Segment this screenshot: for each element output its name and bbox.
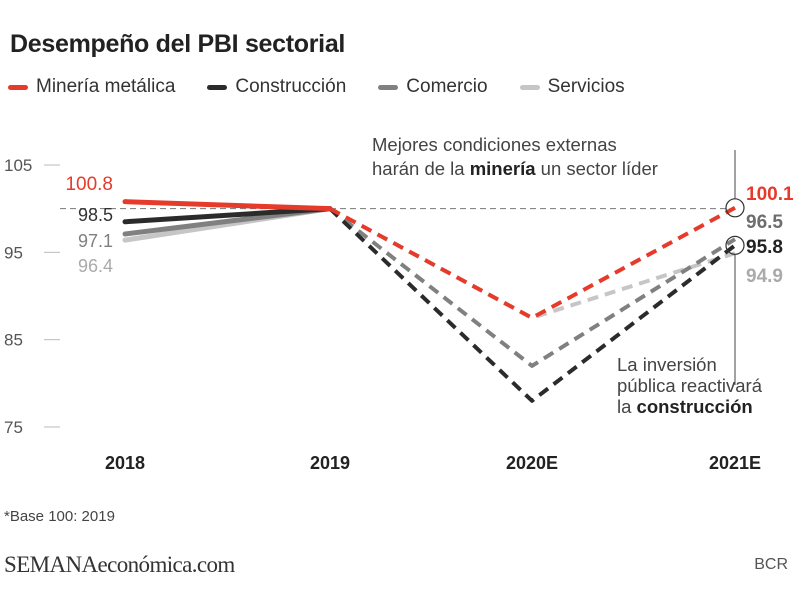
legend-item-comercio: Comercio bbox=[378, 76, 488, 98]
series-line-dashed-comercio bbox=[328, 207, 737, 368]
data-label-2021E: 95.8 bbox=[746, 237, 783, 258]
brand-rest: económica.com bbox=[97, 552, 236, 577]
legend-label-mineria: Minería metálica bbox=[36, 76, 176, 97]
series-line-solid-mineria-metalica bbox=[122, 199, 333, 212]
brand-bold: SEMANA bbox=[4, 552, 98, 577]
annotation-mineria-text: minería bbox=[470, 158, 537, 179]
data-label-2018: 97.1 bbox=[78, 231, 113, 251]
data-label-2021E: 96.5 bbox=[746, 212, 783, 233]
annotation-construccion-line: la construcción bbox=[617, 396, 753, 417]
data-label-2018: 100.8 bbox=[65, 174, 113, 195]
annotation-construccion-text: pública reactivará bbox=[617, 375, 763, 396]
series-line-dashed-construccion bbox=[328, 207, 737, 403]
legend-label-comercio: Comercio bbox=[406, 76, 488, 97]
annotation-construccion-text: La inversión bbox=[617, 354, 717, 375]
footnote: *Base 100: 2019 bbox=[4, 508, 115, 525]
legend-swatch-mineria bbox=[8, 84, 28, 90]
data-label-2018: 96.4 bbox=[78, 256, 113, 276]
data-label-2021E: 94.9 bbox=[746, 266, 783, 287]
legend: Minería metálica Construcción Comercio S… bbox=[8, 74, 657, 100]
legend-swatch-comercio bbox=[378, 84, 399, 90]
x-tick-label: 2018 bbox=[105, 453, 145, 473]
series-line-dashed-mineria-metalica bbox=[329, 206, 736, 320]
legend-item-mineria: Minería metálica bbox=[8, 76, 175, 98]
y-tick-label: 95 bbox=[4, 243, 23, 262]
y-tick-label: 105 bbox=[4, 156, 32, 175]
source-label: BCR bbox=[754, 556, 788, 573]
annotation-construccion-text: la bbox=[617, 396, 637, 417]
series-line-dashed-servicios bbox=[329, 206, 736, 320]
series-line-solid-construccion bbox=[122, 206, 333, 225]
x-tick-label: 2020E bbox=[506, 453, 558, 473]
annotation-construccion-text: construcción bbox=[637, 396, 753, 417]
legend-item-construccion: Construcción bbox=[207, 76, 346, 98]
annotation-construccion-line: pública reactivará bbox=[617, 375, 763, 396]
data-label-2021E: 100.1 bbox=[746, 184, 794, 205]
brand-logo: SEMANAeconómica.com bbox=[4, 552, 235, 578]
annotation-mineria-text: harán de la bbox=[372, 158, 470, 179]
annotation-mineria-line: Mejores condiciones externas bbox=[372, 134, 617, 155]
chart-title: Desempeño del PBI sectorial bbox=[10, 30, 346, 58]
x-tick-label: 2019 bbox=[310, 453, 350, 473]
y-tick-label: 85 bbox=[4, 331, 23, 350]
legend-label-construccion: Construcción bbox=[235, 76, 347, 97]
legend-label-servicios: Servicios bbox=[547, 76, 625, 97]
y-tick-label: 75 bbox=[4, 418, 23, 437]
legend-swatch-construccion bbox=[207, 84, 228, 90]
annotation-mineria-line: harán de la minería un sector líder bbox=[372, 158, 658, 179]
legend-item-servicios: Servicios bbox=[519, 76, 625, 98]
annotation-mineria-text: Mejores condiciones externas bbox=[372, 134, 617, 155]
data-label-2018: 98.5 bbox=[78, 205, 113, 225]
annotation-mineria-text: un sector líder bbox=[536, 158, 658, 179]
annotation-construccion-line: La inversión bbox=[617, 354, 717, 375]
x-tick-label: 2021E bbox=[709, 453, 761, 473]
legend-swatch-servicios bbox=[519, 84, 540, 90]
